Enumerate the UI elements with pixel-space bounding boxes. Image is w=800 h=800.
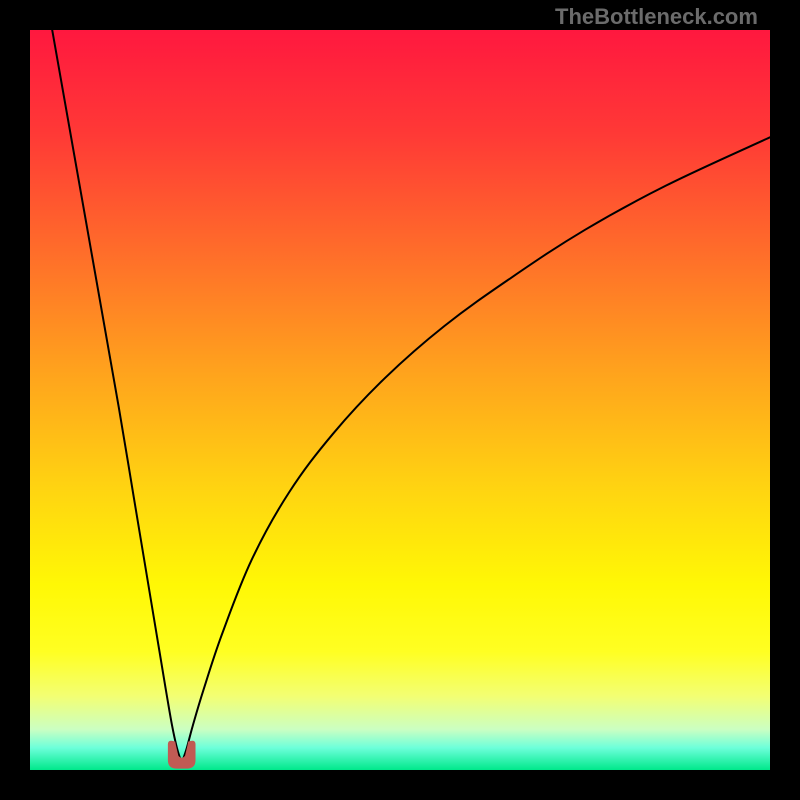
bottleneck-curve-chart: [30, 30, 770, 770]
figure-root: TheBottleneck.com: [0, 0, 800, 800]
watermark-text: TheBottleneck.com: [555, 4, 758, 30]
chart-background: [30, 30, 770, 770]
